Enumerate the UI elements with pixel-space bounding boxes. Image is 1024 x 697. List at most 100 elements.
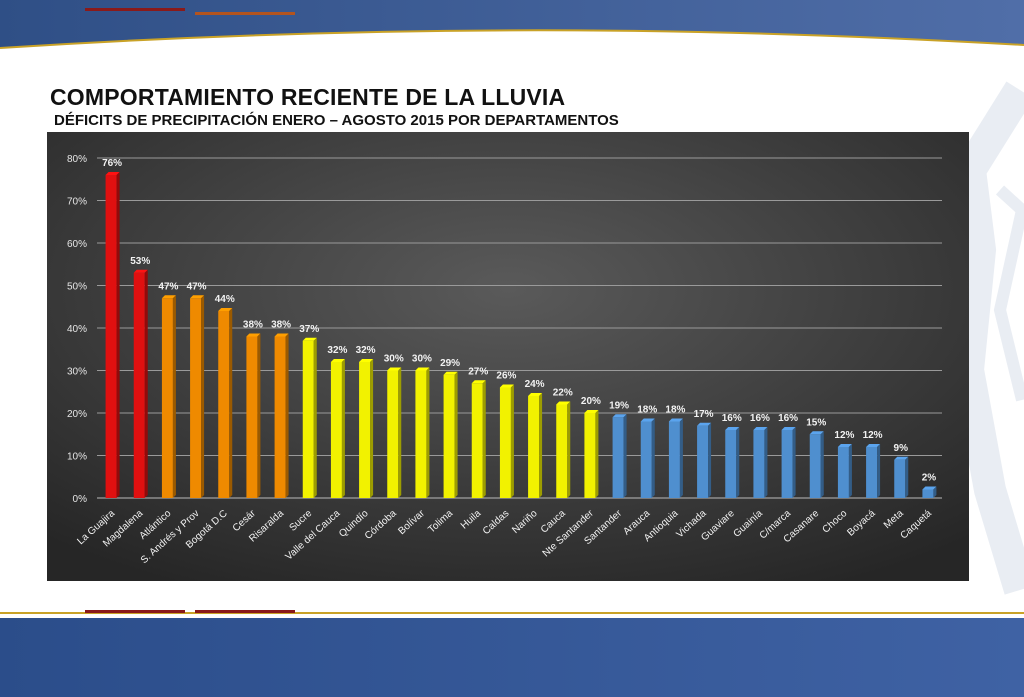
bar xyxy=(922,486,937,498)
bar-top xyxy=(809,431,824,435)
bar-front xyxy=(471,383,483,498)
bar-front xyxy=(640,421,652,498)
data-label: 47% xyxy=(158,281,178,292)
bar xyxy=(105,172,120,498)
data-label: 47% xyxy=(187,281,207,292)
bar-front xyxy=(668,421,680,498)
data-label: 27% xyxy=(468,366,488,377)
data-label: 38% xyxy=(243,320,263,331)
bar-top xyxy=(302,337,317,341)
bar-side xyxy=(172,295,176,498)
chart-panel: 0% 10% 20% 30% 40% 50% 60% 70% 80% 76% La Guajira 5… xyxy=(47,132,969,581)
bar xyxy=(443,371,458,498)
bar-front xyxy=(190,298,202,498)
bar xyxy=(697,422,712,498)
bar-front xyxy=(330,362,342,498)
bar-chart: 0%10%20%30%40%50%60%70%80% 76%La Guajira5… xyxy=(47,132,969,581)
bar-front xyxy=(556,404,568,498)
bar-top xyxy=(894,456,909,460)
bar xyxy=(387,367,402,498)
data-label: 76% xyxy=(102,158,122,169)
bar-side xyxy=(116,172,120,498)
bar-top xyxy=(415,367,430,371)
bar-top xyxy=(274,333,289,337)
bar-front xyxy=(415,370,427,498)
bar xyxy=(837,444,852,498)
bar-front xyxy=(781,430,793,498)
bar xyxy=(894,456,909,498)
bar xyxy=(612,414,627,498)
bar-side xyxy=(595,410,599,498)
bar-top xyxy=(753,427,768,430)
bar-side xyxy=(426,367,430,498)
bar-top xyxy=(528,393,543,396)
data-label: 18% xyxy=(665,405,685,416)
bar-top xyxy=(922,486,937,490)
bar-front xyxy=(612,417,624,498)
bar-front xyxy=(302,340,314,498)
bar xyxy=(725,427,740,498)
watermark-logo xyxy=(960,81,1024,595)
bar-top xyxy=(556,401,571,405)
data-label: 32% xyxy=(327,345,347,356)
bar xyxy=(528,393,543,498)
bar xyxy=(668,418,683,498)
bar-front xyxy=(499,387,511,498)
bar-front xyxy=(894,459,906,498)
bar xyxy=(190,295,205,498)
data-label: 2% xyxy=(922,473,937,484)
bar-side xyxy=(539,393,543,498)
bar-top xyxy=(499,384,514,388)
bar-front xyxy=(105,175,117,498)
data-label: 37% xyxy=(299,324,319,335)
bar xyxy=(640,418,655,498)
bar xyxy=(471,380,486,498)
data-label: 29% xyxy=(440,358,460,369)
bar-side xyxy=(398,367,402,498)
bar-top xyxy=(443,371,458,375)
bar xyxy=(584,410,599,498)
bar-front xyxy=(528,396,540,498)
y-tick-label: 50% xyxy=(67,282,87,293)
bar-top xyxy=(781,427,796,430)
bar-side xyxy=(905,456,909,498)
bar xyxy=(753,427,768,498)
bar-top xyxy=(218,308,233,311)
data-label: 12% xyxy=(834,430,854,441)
data-label: 19% xyxy=(609,400,629,411)
data-label: 38% xyxy=(271,320,291,331)
bar-front xyxy=(274,336,286,498)
footer-band xyxy=(0,610,1024,697)
bar-side xyxy=(708,422,712,498)
y-tick-label: 40% xyxy=(67,324,87,335)
bar-top xyxy=(640,418,655,422)
data-label: 16% xyxy=(722,413,742,424)
bar-top xyxy=(866,444,881,447)
data-label: 53% xyxy=(130,256,150,267)
bar-front xyxy=(753,430,765,498)
data-label: 32% xyxy=(356,345,376,356)
bar xyxy=(866,444,881,498)
bar-side xyxy=(341,359,345,498)
bar-front xyxy=(218,311,230,498)
data-label: 20% xyxy=(581,396,601,407)
bar-top xyxy=(161,295,176,299)
bar-top xyxy=(330,359,345,362)
bar xyxy=(274,333,289,498)
bar-side xyxy=(623,414,627,498)
bar xyxy=(359,359,374,498)
bar xyxy=(499,384,514,498)
bar-side xyxy=(820,431,824,498)
bar xyxy=(556,401,571,498)
bar-side xyxy=(482,380,486,498)
bar-side xyxy=(764,427,768,498)
bar xyxy=(302,337,317,498)
bar-front xyxy=(246,336,258,498)
bar-front xyxy=(837,447,849,498)
bar-side xyxy=(144,269,148,498)
bar xyxy=(218,308,233,498)
bar-front xyxy=(443,374,455,498)
bar xyxy=(246,333,261,498)
bar-top xyxy=(105,172,120,175)
data-label: 26% xyxy=(496,371,516,382)
